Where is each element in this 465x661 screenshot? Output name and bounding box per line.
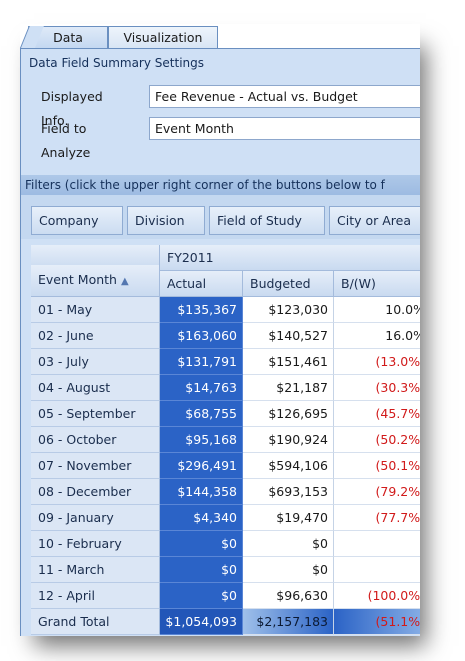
cell-actual[interactable]: $135,367 — [160, 297, 243, 323]
cell-budgeted[interactable]: $140,527 — [243, 323, 334, 349]
filters-instruction: Filters (click the upper right corner of… — [21, 175, 420, 195]
cell-actual[interactable]: $296,491 — [160, 453, 243, 479]
cell-bw[interactable]: (30.3%) — [334, 375, 420, 401]
column-group-header[interactable]: FY2011 — [160, 245, 420, 271]
cell-budgeted[interactable]: $0 — [243, 557, 334, 583]
grand-total-budgeted[interactable]: $2,157,183 — [243, 609, 334, 635]
cell-actual[interactable]: $95,168 — [160, 427, 243, 453]
filter-chip-field-of-study[interactable]: Field of Study — [209, 206, 325, 235]
grand-total-bw[interactable]: (51.1%) — [334, 609, 420, 635]
grand-total-label[interactable]: Grand Total — [31, 609, 160, 635]
column-header-actual[interactable]: Actual — [160, 271, 243, 297]
filter-area: Company Division Field of Study City or … — [21, 195, 420, 239]
row-header[interactable]: 01 - May — [31, 297, 160, 323]
summary-panel: Visualization Data Data Field Summary Se… — [20, 24, 420, 636]
row-header[interactable]: 03 - July — [31, 349, 160, 375]
sort-ascending-icon: ▲ — [120, 276, 129, 287]
cell-budgeted[interactable]: $693,153 — [243, 479, 334, 505]
cell-budgeted[interactable]: $594,106 — [243, 453, 334, 479]
displayed-info-label: Displayed Info. — [41, 89, 103, 128]
filter-chip-company[interactable]: Company — [31, 206, 123, 235]
row-header[interactable]: 08 - December — [31, 479, 160, 505]
cell-bw[interactable] — [334, 557, 420, 583]
tab-bar: Visualization Data — [20, 24, 420, 48]
row-header[interactable]: 09 - January — [31, 505, 160, 531]
field-to-analyze-field[interactable]: Event Month — [149, 117, 420, 140]
column-header-bw[interactable]: B/(W) — [334, 271, 420, 297]
cell-bw[interactable]: (50.1%) — [334, 453, 420, 479]
grand-total-actual[interactable]: $1,054,093 — [160, 609, 243, 635]
cell-bw[interactable]: (50.2%) — [334, 427, 420, 453]
cell-bw[interactable]: (100.0%) — [334, 583, 420, 609]
cell-bw[interactable]: 16.0% — [334, 323, 420, 349]
cell-budgeted[interactable]: $126,695 — [243, 401, 334, 427]
row-header[interactable]: 05 - September — [31, 401, 160, 427]
row-header[interactable]: 02 - June — [31, 323, 160, 349]
column-header-budgeted[interactable]: Budgeted — [243, 271, 334, 297]
cell-actual[interactable]: $163,060 — [160, 323, 243, 349]
row-header[interactable]: 10 - February — [31, 531, 160, 557]
cell-bw[interactable]: (79.2%) — [334, 479, 420, 505]
cell-bw[interactable]: (77.7%) — [334, 505, 420, 531]
tab-visualization[interactable]: Visualization — [108, 26, 218, 48]
cell-actual[interactable]: $14,763 — [160, 375, 243, 401]
cell-budgeted[interactable]: $190,924 — [243, 427, 334, 453]
cell-bw[interactable]: (13.0%) — [334, 349, 420, 375]
row-header[interactable]: 04 - August — [31, 375, 160, 401]
cell-bw[interactable]: 10.0% — [334, 297, 420, 323]
cell-actual[interactable]: $4,340 — [160, 505, 243, 531]
cell-bw[interactable]: (45.7%) — [334, 401, 420, 427]
field-to-analyze-label: Field to Analyze — [41, 121, 91, 160]
cell-budgeted[interactable]: $21,187 — [243, 375, 334, 401]
cell-actual[interactable]: $68,755 — [160, 401, 243, 427]
row-header[interactable]: 12 - April — [31, 583, 160, 609]
cell-actual[interactable]: $131,791 — [160, 349, 243, 375]
row-header[interactable]: 11 - March — [31, 557, 160, 583]
cell-actual[interactable]: $0 — [160, 531, 243, 557]
cell-budgeted[interactable]: $0 — [243, 531, 334, 557]
filter-chip-division[interactable]: Division — [127, 206, 205, 235]
cell-bw[interactable] — [334, 531, 420, 557]
cell-budgeted[interactable]: $19,470 — [243, 505, 334, 531]
cell-budgeted[interactable]: $151,461 — [243, 349, 334, 375]
row-field-button[interactable]: Event Month ▲ — [31, 265, 160, 297]
tab-data[interactable]: Data — [28, 26, 108, 48]
cell-actual[interactable]: $144,358 — [160, 479, 243, 505]
row-field-label: Event Month — [38, 272, 117, 287]
row-header[interactable]: 07 - November — [31, 453, 160, 479]
cell-budgeted[interactable]: $123,030 — [243, 297, 334, 323]
settings-title: Data Field Summary Settings — [29, 56, 205, 70]
filter-chip-city-or-area[interactable]: City or Area — [329, 206, 420, 235]
cell-actual[interactable]: $0 — [160, 557, 243, 583]
row-header[interactable]: 06 - October — [31, 427, 160, 453]
displayed-info-field[interactable]: Fee Revenue - Actual vs. Budget — [149, 85, 420, 108]
tab-body: Data Field Summary Settings Displayed In… — [20, 48, 420, 636]
cell-actual[interactable]: $0 — [160, 583, 243, 609]
cell-budgeted[interactable]: $96,630 — [243, 583, 334, 609]
